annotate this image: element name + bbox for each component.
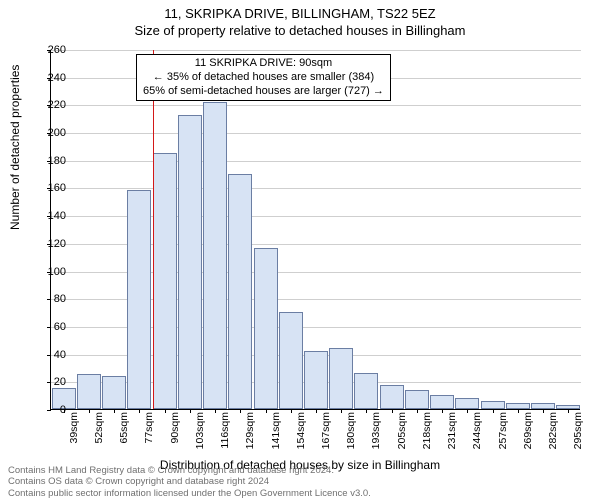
gridline [51,161,581,162]
ytick-label: 100 [36,266,66,278]
ytick-label: 240 [36,72,66,84]
ytick-label: 120 [36,238,66,250]
xtick-label: 90sqm [169,412,181,444]
xtick-label: 205sqm [396,412,408,449]
xtick-label: 193sqm [370,412,382,449]
bar [329,348,353,409]
xtick-mark [114,409,115,413]
xtick-mark [392,409,393,413]
ytick-label: 40 [36,349,66,361]
gridline [51,133,581,134]
plot-area: 39sqm52sqm65sqm77sqm90sqm103sqm116sqm129… [50,50,580,410]
xtick-mark [341,409,342,413]
bar [153,153,177,409]
bar [228,174,252,409]
xtick-mark [442,409,443,413]
bar [127,190,151,409]
xtick-mark [568,409,569,413]
ytick-label: 0 [36,404,66,416]
reference-line [153,50,155,409]
xtick-label: 244sqm [471,412,483,449]
annotation-line-1: 11 SKRIPKA DRIVE: 90sqm [143,57,384,71]
xtick-label: 103sqm [194,412,206,449]
chart-area: 39sqm52sqm65sqm77sqm90sqm103sqm116sqm129… [50,50,580,410]
xtick-label: 116sqm [219,412,231,449]
xtick-label: 231sqm [446,412,458,449]
bar [380,385,404,409]
annotation-box: 11 SKRIPKA DRIVE: 90sqm ← 35% of detache… [136,54,391,101]
title-sub: Size of property relative to detached ho… [0,21,600,38]
xtick-mark [518,409,519,413]
xtick-label: 129sqm [244,412,256,449]
xtick-label: 154sqm [295,412,307,449]
annotation-line-2: ← 35% of detached houses are smaller (38… [143,71,384,85]
gridline [51,105,581,106]
footer-line-1: Contains HM Land Registry data © Crown c… [8,465,371,476]
xtick-label: 77sqm [143,412,155,444]
ytick-label: 140 [36,210,66,222]
xtick-label: 65sqm [118,412,130,444]
bar [405,390,429,409]
ytick-label: 60 [36,321,66,333]
xtick-mark [543,409,544,413]
xtick-mark [467,409,468,413]
footer-line-3: Contains public sector information licen… [8,488,371,499]
xtick-mark [215,409,216,413]
bar [430,395,454,409]
xtick-mark [190,409,191,413]
bar [77,374,101,409]
xtick-mark [165,409,166,413]
bar [304,351,328,409]
ytick-label: 180 [36,155,66,167]
bar [455,398,479,409]
xtick-label: 52sqm [93,412,105,444]
title-main: 11, SKRIPKA DRIVE, BILLINGHAM, TS22 5EZ [0,0,600,21]
xtick-mark [240,409,241,413]
xtick-label: 295sqm [572,412,584,449]
bar [178,115,202,409]
ytick-label: 160 [36,182,66,194]
xtick-label: 167sqm [320,412,332,449]
xtick-label: 269sqm [522,412,534,449]
ytick-label: 20 [36,376,66,388]
y-axis-label: Number of detached properties [8,65,22,230]
xtick-mark [316,409,317,413]
ytick-label: 200 [36,127,66,139]
xtick-label: 39sqm [68,412,80,444]
footer-line-2: Contains OS data © Crown copyright and d… [8,476,371,487]
xtick-label: 257sqm [497,412,509,449]
chart-container: 11, SKRIPKA DRIVE, BILLINGHAM, TS22 5EZ … [0,0,600,500]
xtick-label: 141sqm [270,412,282,449]
xtick-mark [139,409,140,413]
xtick-mark [266,409,267,413]
xtick-label: 282sqm [547,412,559,449]
bar [102,376,126,409]
annotation-line-3: 65% of semi-detached houses are larger (… [143,85,384,99]
bar [481,401,505,409]
xtick-mark [89,409,90,413]
xtick-mark [291,409,292,413]
footer: Contains HM Land Registry data © Crown c… [8,465,371,499]
ytick-label: 260 [36,44,66,56]
xtick-label: 218sqm [421,412,433,449]
xtick-mark [493,409,494,413]
xtick-label: 180sqm [345,412,357,449]
bar [279,312,303,409]
bar [254,248,278,409]
ytick-label: 220 [36,99,66,111]
gridline [51,50,581,51]
ytick-label: 80 [36,293,66,305]
xtick-mark [366,409,367,413]
xtick-mark [417,409,418,413]
bar [354,373,378,409]
bar [203,102,227,409]
